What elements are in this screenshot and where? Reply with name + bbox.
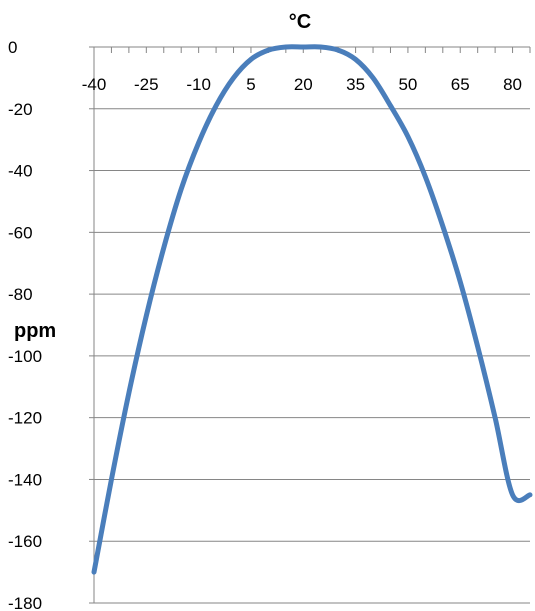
- axes: [89, 46, 531, 604]
- gridlines: [94, 108, 530, 604]
- x-axis-title: °C: [289, 11, 311, 33]
- x-tick-label: 65: [451, 75, 470, 94]
- y-tick-label: 0: [8, 38, 17, 57]
- x-tick-label: 35: [346, 75, 365, 94]
- y-tick-label: -100: [8, 347, 42, 366]
- series-layer: [91, 44, 533, 575]
- y-tick-label: -140: [8, 470, 42, 489]
- x-tick-label: 5: [246, 75, 255, 94]
- x-tick-label: -10: [186, 75, 211, 94]
- y-tick-label: -40: [8, 162, 33, 181]
- y-tick-label: -160: [8, 532, 42, 551]
- series-line: [91, 44, 533, 575]
- tick-labels: 0 -20 -40 -60 -80 -100 -120 -140 -160 -180 -40 -25 -…: [8, 38, 522, 611]
- x-tick-label: -40: [82, 75, 107, 94]
- x-tick-label: 20: [294, 75, 313, 94]
- y-tick-label: -80: [8, 285, 33, 304]
- y-tick-label: -120: [8, 409, 42, 428]
- x-tick-label: -25: [134, 75, 159, 94]
- y-tick-label: -20: [8, 100, 33, 119]
- y-axis-title: ppm: [14, 320, 56, 342]
- y-tick-label: -180: [8, 594, 42, 611]
- y-tick-label: -60: [8, 223, 33, 242]
- x-tick-label: 50: [398, 75, 417, 94]
- x-tick-label: 80: [503, 75, 522, 94]
